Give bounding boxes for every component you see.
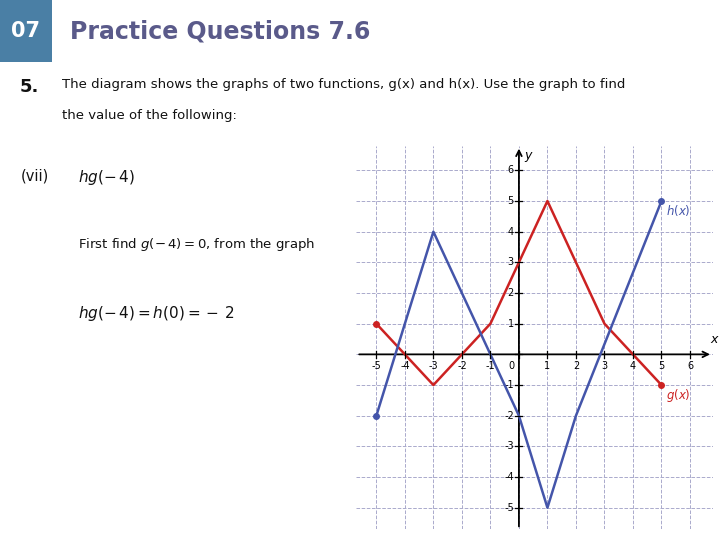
Text: y: y (524, 149, 531, 162)
Text: Practice Questions 7.6: Practice Questions 7.6 (70, 19, 370, 43)
Text: (vii): (vii) (21, 168, 50, 184)
Text: -2: -2 (504, 411, 514, 421)
Bar (0, 0, 52, 62)
Text: the value of the following:: the value of the following: (62, 109, 237, 122)
Text: 4: 4 (508, 227, 514, 237)
Text: -3: -3 (504, 441, 514, 451)
Text: 1: 1 (508, 319, 514, 329)
Text: 6: 6 (687, 361, 693, 371)
Text: -4: -4 (504, 472, 514, 482)
Text: 2: 2 (573, 361, 579, 371)
Text: 07: 07 (12, 21, 40, 41)
Text: $hg(-\,4)=h(0)=-\,2$: $hg(-\,4)=h(0)=-\,2$ (78, 304, 234, 323)
Text: $h(x)$: $h(x)$ (666, 203, 690, 218)
Text: -5: -5 (372, 361, 381, 371)
Text: -1: -1 (485, 361, 495, 371)
Text: $hg(-\,4)$: $hg(-\,4)$ (78, 168, 135, 187)
Text: 5: 5 (658, 361, 665, 371)
Text: 3: 3 (508, 258, 514, 267)
Text: 5: 5 (508, 196, 514, 206)
Text: -4: -4 (400, 361, 410, 371)
Text: 1: 1 (544, 361, 551, 371)
Text: -2: -2 (457, 361, 467, 371)
Text: -5: -5 (504, 503, 514, 512)
Text: 3: 3 (601, 361, 608, 371)
Text: $g(x)$: $g(x)$ (666, 387, 690, 404)
Text: 4: 4 (630, 361, 636, 371)
Text: 2: 2 (508, 288, 514, 298)
Text: -1: -1 (504, 380, 514, 390)
Text: The diagram shows the graphs of two functions, g(x) and h(x). Use the graph to f: The diagram shows the graphs of two func… (62, 78, 626, 91)
Text: 6: 6 (508, 165, 514, 176)
Text: -3: -3 (428, 361, 438, 371)
Text: 0: 0 (508, 361, 515, 371)
Text: x: x (710, 333, 717, 346)
Text: 5.: 5. (20, 78, 40, 96)
Text: First find $g(-\,4)=0$, from the graph: First find $g(-\,4)=0$, from the graph (78, 237, 315, 253)
